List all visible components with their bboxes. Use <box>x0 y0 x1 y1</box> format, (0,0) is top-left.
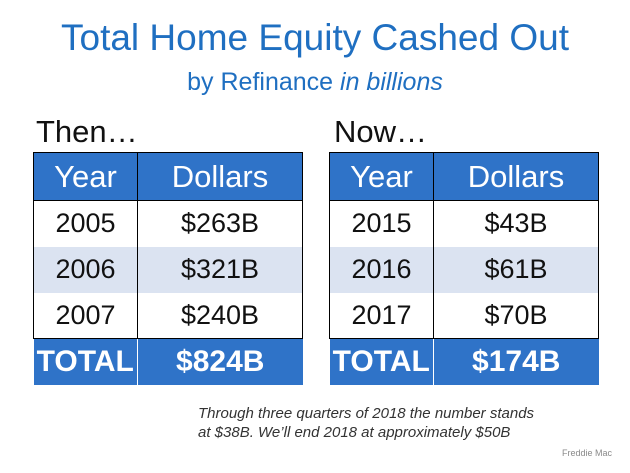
dollars-cell: $263B <box>137 200 303 247</box>
table-header-row: Year Dollars <box>329 152 599 201</box>
now-table: Year Dollars 2015 $43B 2016 $61B 2017 $7… <box>329 152 599 385</box>
column-header-dollars: Dollars <box>137 152 303 201</box>
footnote-line: Through three quarters of 2018 the numbe… <box>198 405 535 422</box>
year-cell: 2005 <box>33 200 138 247</box>
subtitle-emphasis: in billions <box>340 68 443 96</box>
column-header-dollars: Dollars <box>433 152 599 201</box>
total-label: TOTAL <box>329 338 434 385</box>
table-header-row: Year Dollars <box>33 152 303 201</box>
table-row: 2006 $321B <box>33 246 303 293</box>
total-label: TOTAL <box>33 338 138 385</box>
page-title: Total Home Equity Cashed Out <box>61 17 569 58</box>
year-cell: 2017 <box>329 292 434 339</box>
dollars-cell: $70B <box>433 292 599 339</box>
year-cell: 2015 <box>329 200 434 247</box>
subtitle-main: by Refinance <box>187 68 341 96</box>
footnote-line: at $38B. We’ll end 2018 at approximately… <box>198 424 511 441</box>
page-subtitle: by Refinance in billions <box>0 66 630 98</box>
table-row: 2005 $263B <box>33 200 303 247</box>
total-row: TOTAL $824B <box>33 338 303 385</box>
then-heading: Then… <box>36 114 138 149</box>
dollars-cell: $240B <box>137 292 303 339</box>
then-table: Year Dollars 2005 $263B 2006 $321B 2007 … <box>33 152 303 385</box>
total-value: $824B <box>137 338 303 385</box>
dollars-cell: $43B <box>433 200 599 247</box>
total-value: $174B <box>433 338 599 385</box>
table-row: 2015 $43B <box>329 200 599 247</box>
source-credit: Freddie Mac <box>561 448 612 458</box>
table-row: 2016 $61B <box>329 246 599 293</box>
table-row: 2007 $240B <box>33 292 303 339</box>
dollars-cell: $61B <box>433 246 599 293</box>
column-header-year: Year <box>33 152 138 201</box>
year-cell: 2007 <box>33 292 138 339</box>
total-row: TOTAL $174B <box>329 338 599 385</box>
table-row: 2017 $70B <box>329 292 599 339</box>
column-header-year: Year <box>329 152 434 201</box>
footnote: Through three quarters of 2018 the numbe… <box>198 404 578 442</box>
dollars-cell: $321B <box>137 246 303 293</box>
now-heading: Now… <box>334 114 428 149</box>
year-cell: 2006 <box>33 246 138 293</box>
year-cell: 2016 <box>329 246 434 293</box>
